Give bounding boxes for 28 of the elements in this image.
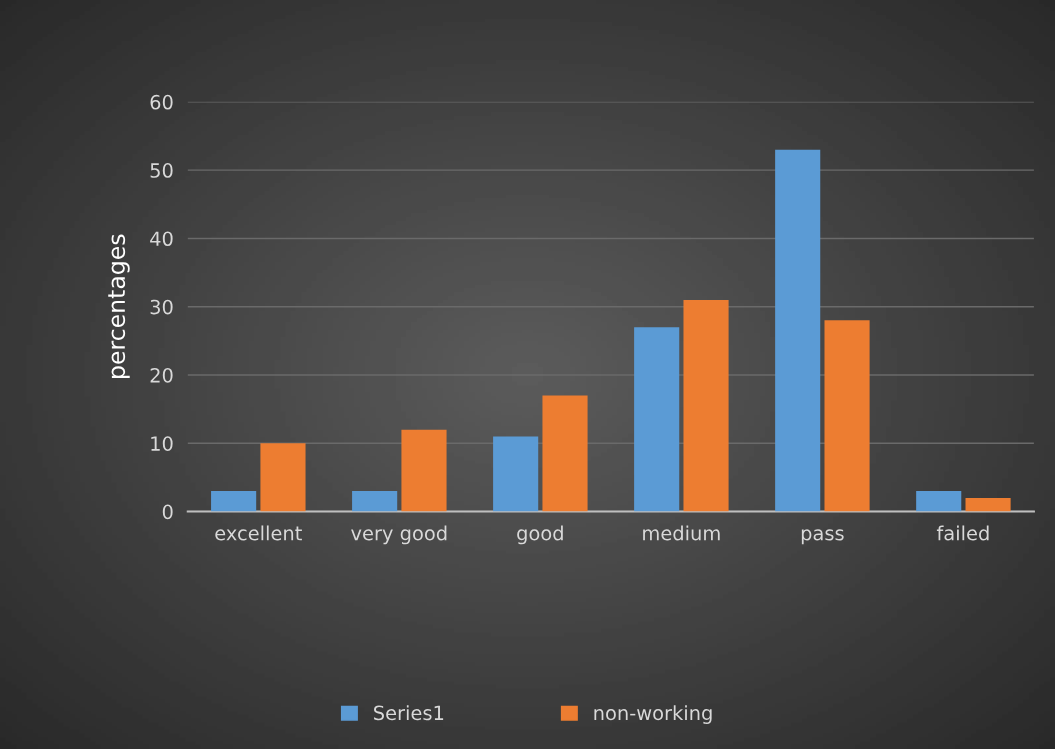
bar xyxy=(683,299,729,512)
y-axis-title: percentages xyxy=(108,234,130,378)
x-tick-label: failed xyxy=(936,525,989,541)
x-tick-label: medium xyxy=(643,525,720,541)
y-tick-label: 60 xyxy=(150,94,173,110)
bar xyxy=(965,497,1011,512)
x-tick-label: excellent xyxy=(215,525,302,541)
y-tick-label: 20 xyxy=(150,367,173,383)
y-tick-label: 30 xyxy=(150,299,173,315)
bar xyxy=(634,327,680,512)
bar xyxy=(916,491,962,512)
x-tick-label: very good xyxy=(351,525,447,545)
y-tick-label: 0 xyxy=(162,504,173,520)
bar xyxy=(211,491,257,512)
bar xyxy=(493,436,539,512)
y-tick-label: 50 xyxy=(150,163,173,178)
bar xyxy=(260,443,306,512)
x-tick-label: good xyxy=(517,525,563,545)
bar xyxy=(401,429,447,512)
bar xyxy=(775,149,821,512)
bar xyxy=(352,491,398,512)
legend-label: non-working xyxy=(594,705,712,725)
x-tick-label: pass xyxy=(801,529,844,545)
bar xyxy=(824,320,870,512)
bar xyxy=(542,395,588,512)
y-tick-label: 10 xyxy=(151,436,173,451)
legend-label: Series1 xyxy=(374,705,444,721)
y-tick-label: 40 xyxy=(150,231,173,247)
